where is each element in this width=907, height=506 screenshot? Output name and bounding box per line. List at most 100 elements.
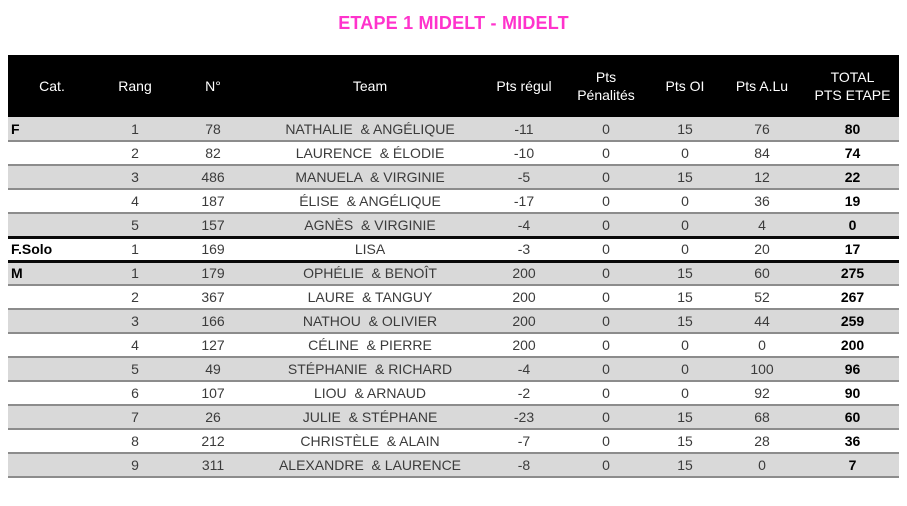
cell-pts-regul: 200 (488, 309, 560, 333)
cell-team: NATHOU & OLIVIER (252, 309, 488, 333)
col-header-total: TOTAL PTS ETAPE (806, 55, 899, 117)
cell-rank: 9 (96, 453, 174, 477)
cell-rank: 5 (96, 213, 174, 237)
table-row: F 1 78 NATHALIE & ANGÉLIQUE -11 0 15 76 … (8, 117, 899, 141)
col-header-team: Team (252, 55, 488, 117)
col-header-pts-oi: Pts OI (652, 55, 718, 117)
page-title: ETAPE 1 MIDELT - MIDELT (338, 13, 569, 33)
cell-total: 36 (844, 433, 861, 449)
col-header-category: Cat. (8, 55, 96, 117)
cell-team: NATHALIE & ANGÉLIQUE (252, 117, 488, 141)
table-body: F 1 78 NATHALIE & ANGÉLIQUE -11 0 15 76 … (8, 117, 899, 477)
table-row: 5 49 STÉPHANIE & RICHARD -4 0 0 100 96 (8, 357, 899, 381)
cell-number: 78 (174, 117, 252, 141)
cell-category (8, 165, 96, 189)
cell-rank: 6 (131, 385, 139, 401)
cell-total: 22 (806, 165, 899, 189)
cell-pts-oi: 0 (681, 337, 689, 353)
cell-rank: 2 (131, 289, 139, 305)
cell-pts-penalites: 0 (560, 261, 652, 285)
cell-category (8, 357, 96, 381)
cell-pts-regul: -3 (517, 241, 531, 257)
cell-number: 127 (201, 337, 225, 353)
cell-number: 166 (174, 309, 252, 333)
cell-rank: 4 (131, 337, 139, 353)
table-row: 2 82 LAURENCE & ÉLODIE -10 0 0 84 74 (8, 141, 899, 165)
cell-pts-oi: 0 (681, 145, 689, 161)
col-header-rank: Rang (96, 55, 174, 117)
cell-pts-regul: -10 (513, 145, 535, 161)
cell-pts-penalites: 0 (602, 145, 610, 161)
cell-pts-regul: -8 (488, 453, 560, 477)
cell-pts-penalites: 0 (560, 213, 652, 237)
cell-rank: 1 (96, 117, 174, 141)
cell-pts-penalites: 0 (602, 337, 610, 353)
cell-team: CHRISTÈLE & ALAIN (300, 433, 440, 449)
cell-total: 275 (806, 261, 899, 285)
cell-pts-regul: 200 (488, 261, 560, 285)
cell-pts-alu: 68 (718, 405, 806, 429)
cell-category (8, 309, 96, 333)
cell-team: JULIE & STÉPHANE (252, 405, 488, 429)
cell-rank: 4 (131, 193, 139, 209)
cell-pts-oi: 0 (681, 385, 689, 401)
cell-category (8, 189, 96, 213)
cell-pts-oi: 15 (652, 261, 718, 285)
cell-pts-alu: 84 (754, 145, 770, 161)
cell-pts-penalites: 0 (560, 357, 652, 381)
cell-number: 187 (201, 193, 225, 209)
cell-total: 60 (806, 405, 899, 429)
cell-category (8, 381, 96, 405)
cell-pts-regul: -4 (488, 213, 560, 237)
cell-category (8, 285, 96, 309)
cell-total: 200 (840, 337, 865, 353)
cell-team: LISA (354, 241, 386, 257)
cell-rank: 2 (131, 145, 139, 161)
cell-pts-oi: 15 (652, 405, 718, 429)
cell-number: 157 (174, 213, 252, 237)
cell-team: AGNÈS & VIRGINIE (252, 213, 488, 237)
cell-pts-regul: -23 (488, 405, 560, 429)
cell-total: 96 (806, 357, 899, 381)
cell-pts-regul: 200 (512, 289, 536, 305)
cell-number: 82 (205, 145, 221, 161)
cell-team: OPHÉLIE & BENOÎT (252, 261, 488, 285)
table-row: F.Solo 1 169 LISA -3 0 0 20 17 (8, 237, 899, 261)
cell-pts-alu: 20 (754, 241, 770, 257)
table-row: 4 187 ÉLISE & ANGÉLIQUE -17 0 0 36 19 (8, 189, 899, 213)
cell-total: 17 (844, 241, 861, 257)
cell-team: CÉLINE & PIERRE (308, 337, 432, 353)
cell-pts-oi: 0 (681, 241, 689, 257)
cell-total: 259 (806, 309, 899, 333)
cell-pts-alu: 52 (754, 289, 770, 305)
cell-pts-regul: -17 (513, 193, 535, 209)
cell-number: 49 (174, 357, 252, 381)
col-header-pts-regul: Pts régul (488, 55, 560, 117)
cell-pts-regul: -11 (488, 117, 560, 141)
cell-pts-penalites: 0 (560, 117, 652, 141)
cell-pts-alu: 44 (718, 309, 806, 333)
cell-pts-alu: 60 (718, 261, 806, 285)
cell-pts-penalites: 0 (602, 193, 610, 209)
cell-pts-alu: 92 (754, 385, 770, 401)
cell-pts-oi: 15 (652, 309, 718, 333)
table-row: M 1 179 OPHÉLIE & BENOÎT 200 0 15 60 275 (8, 261, 899, 285)
col-header-pts-penalites: Pts Pénalités (560, 55, 652, 117)
cell-pts-penalites: 0 (560, 165, 652, 189)
cell-team: ALEXANDRE & LAURENCE (252, 453, 488, 477)
cell-pts-penalites: 0 (560, 309, 652, 333)
cell-rank: 1 (96, 261, 174, 285)
col-header-number: N° (174, 55, 252, 117)
cell-pts-oi: 0 (681, 193, 689, 209)
cell-total: 7 (806, 453, 899, 477)
cell-team: LAURE & TANGUY (307, 289, 433, 305)
cell-category: F (8, 117, 96, 141)
cell-number: 107 (201, 385, 225, 401)
cell-pts-regul: 200 (512, 337, 536, 353)
cell-pts-penalites: 0 (602, 241, 610, 257)
cell-rank: 7 (96, 405, 174, 429)
cell-pts-alu: 12 (718, 165, 806, 189)
cell-number: 179 (174, 261, 252, 285)
cell-total: 267 (840, 289, 865, 305)
table-row: 6 107 LIOU & ARNAUD -2 0 0 92 90 (8, 381, 899, 405)
